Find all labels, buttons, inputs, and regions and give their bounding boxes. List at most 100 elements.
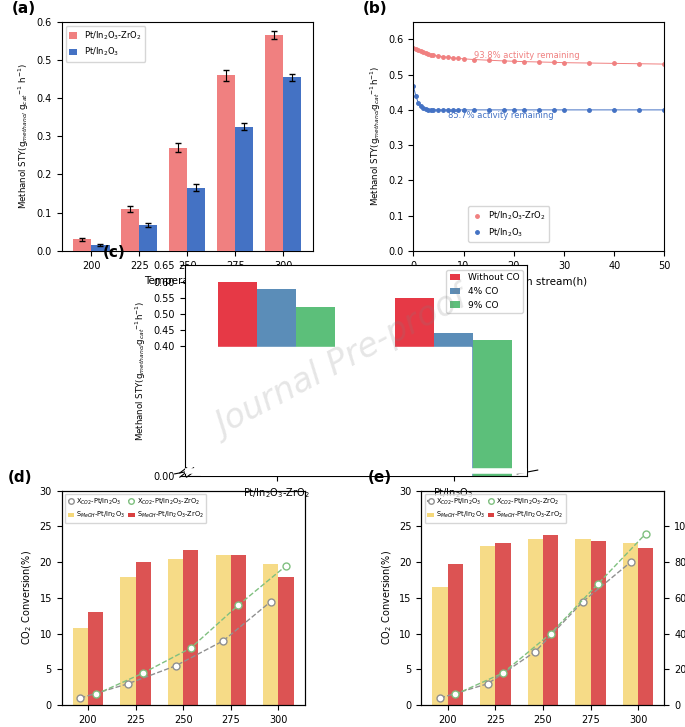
Pt/In$_2$O$_3$-ZrO$_2$ (484, 56, 493, 65)
Pt/In$_2$O$_3$ (469, 105, 477, 114)
Pt/In$_2$O$_3$-ZrO$_2$ (445, 53, 453, 62)
Pt/In$_2$O$_3$ (445, 105, 453, 114)
Pt/In$_2$O$_3$ (422, 105, 430, 113)
Bar (187, 188, 206, 251)
Pt/In$_2$O$_3$-ZrO$_2$ (660, 60, 669, 68)
Bar (278, 577, 294, 705)
Bar (480, 546, 495, 705)
Bar (73, 628, 88, 705)
Legend: Without CO, 4% CO, 9% CO: Without CO, 4% CO, 9% CO (446, 270, 523, 313)
Bar (590, 541, 606, 705)
Bar (495, 542, 510, 705)
Legend: Pt/In$_2$O$_3$-ZrO$_2$, Pt/In$_2$O$_3$: Pt/In$_2$O$_3$-ZrO$_2$, Pt/In$_2$O$_3$ (469, 206, 549, 242)
Bar (432, 587, 448, 705)
Pt/In$_2$O$_3$ (427, 105, 435, 114)
Bar (217, 76, 235, 251)
Pt/In$_2$O$_3$ (510, 105, 518, 114)
Text: 85.7% activity remaining: 85.7% activity remaining (449, 111, 554, 120)
Y-axis label: Methanol STY(g$_{methanol}$g$_{cat}$$^{-1}$h$^{-1}$): Methanol STY(g$_{methanol}$g$_{cat}$$^{-… (369, 66, 383, 206)
Bar (283, 77, 301, 251)
Bar (623, 542, 638, 705)
Pt/In$_2$O$_3$ (416, 102, 425, 111)
Pt/In$_2$O$_3$-ZrO$_2$ (429, 51, 438, 60)
Pt/In$_2$O$_3$-ZrO$_2$ (414, 46, 423, 55)
Pt/In$_2$O$_3$-ZrO$_2$ (454, 54, 462, 63)
Bar (265, 35, 283, 251)
Bar (169, 148, 187, 251)
Pt/In$_2$O$_3$-ZrO$_2$ (439, 52, 447, 61)
Bar (168, 558, 183, 705)
Pt/In$_2$O$_3$ (409, 81, 417, 90)
Pt/In$_2$O$_3$-ZrO$_2$ (422, 49, 430, 57)
Pt/In$_2$O$_3$-ZrO$_2$ (469, 55, 477, 64)
Y-axis label: Methanol STY(g$_{methanol}$g$_{cat}$$^{-1}$h$^{-1}$): Methanol STY(g$_{methanol}$g$_{cat}$$^{-… (134, 300, 148, 441)
Bar (543, 535, 558, 705)
Y-axis label: Methanol STY(g$_{methanol}$ g$_{cat}$$^{-1}$ h$^{-1}$): Methanol STY(g$_{methanol}$ g$_{cat}$$^{… (16, 63, 31, 209)
X-axis label: Time on stream(h): Time on stream(h) (491, 276, 587, 286)
Pt/In$_2$O$_3$-ZrO$_2$ (499, 57, 508, 65)
Bar (395, 299, 434, 476)
Bar (473, 340, 512, 476)
Pt/In$_2$O$_3$-ZrO$_2$ (412, 45, 420, 54)
Pt/In$_2$O$_3$-ZrO$_2$ (434, 52, 443, 60)
Legend: X$_{CO2}$-Pt/In$_2$O$_3$, S$_{MeOH}$-Pt/In$_2$O$_3$, X$_{CO2}$-Pt/In$_2$O$_3$-Zr: X$_{CO2}$-Pt/In$_2$O$_3$, S$_{MeOH}$-Pt/… (65, 494, 206, 523)
Pt/In$_2$O$_3$-ZrO$_2$ (550, 58, 558, 67)
Bar (257, 289, 296, 476)
Pt/In$_2$O$_3$ (560, 105, 568, 114)
Pt/In$_2$O$_3$ (660, 105, 669, 114)
Pt/In$_2$O$_3$ (520, 105, 528, 114)
Pt/In$_2$O$_3$-ZrO$_2$ (427, 50, 435, 59)
Pt/In$_2$O$_3$ (429, 105, 438, 114)
Text: 93.8% activity remaining: 93.8% activity remaining (473, 51, 580, 60)
Pt/In$_2$O$_3$ (439, 105, 447, 114)
Bar (231, 555, 246, 705)
Pt/In$_2$O$_3$ (610, 105, 619, 114)
Pt/In$_2$O$_3$ (434, 105, 443, 114)
Pt/In$_2$O$_3$ (424, 105, 432, 114)
Bar (121, 577, 136, 705)
Text: (d): (d) (8, 470, 33, 485)
Pt/In$_2$O$_3$-ZrO$_2$ (610, 59, 619, 68)
Pt/In$_2$O$_3$-ZrO$_2$ (409, 44, 417, 52)
Pt/In$_2$O$_3$ (635, 105, 643, 114)
Pt/In$_2$O$_3$ (460, 105, 468, 114)
Text: (a): (a) (12, 1, 36, 16)
Pt/In$_2$O$_3$-ZrO$_2$ (510, 57, 518, 65)
Pt/In$_2$O$_3$-ZrO$_2$ (460, 55, 468, 63)
Y-axis label: CO$_2$ Conversion(%): CO$_2$ Conversion(%) (21, 550, 34, 646)
Legend: Pt/In$_2$O$_3$-ZrO$_2$, Pt/In$_2$O$_3$: Pt/In$_2$O$_3$-ZrO$_2$, Pt/In$_2$O$_3$ (66, 26, 145, 62)
Pt/In$_2$O$_3$ (535, 105, 543, 114)
Pt/In$_2$O$_3$ (585, 105, 593, 114)
Bar (201, 348, 471, 475)
Pt/In$_2$O$_3$ (412, 92, 420, 100)
Bar (263, 564, 278, 705)
Legend: X$_{CO2}$-Pt/In$_2$O$_3$, S$_{MeOH}$-Pt/In$_2$O$_3$, X$_{CO2}$-Pt/In$_2$O$_3$-Zr: X$_{CO2}$-Pt/In$_2$O$_3$, S$_{MeOH}$-Pt/… (425, 494, 566, 523)
Pt/In$_2$O$_3$-ZrO$_2$ (424, 49, 432, 58)
Bar (235, 126, 253, 251)
Pt/In$_2$O$_3$ (449, 105, 458, 114)
Line: Pt/In$_2$O$_3$: Pt/In$_2$O$_3$ (412, 84, 667, 112)
Text: (b): (b) (363, 1, 388, 16)
Bar (183, 550, 199, 705)
Pt/In$_2$O$_3$-ZrO$_2$ (416, 47, 425, 56)
Line: Pt/In$_2$O$_3$-ZrO$_2$: Pt/In$_2$O$_3$-ZrO$_2$ (412, 47, 667, 66)
Pt/In$_2$O$_3$ (550, 105, 558, 114)
Pt/In$_2$O$_3$-ZrO$_2$ (419, 48, 427, 57)
Pt/In$_2$O$_3$ (484, 105, 493, 114)
Bar (139, 225, 158, 251)
Bar (527, 539, 543, 705)
Pt/In$_2$O$_3$-ZrO$_2$ (585, 59, 593, 68)
Bar (73, 239, 91, 251)
Text: Journal Pre-proof: Journal Pre-proof (211, 283, 474, 444)
Y-axis label: CO$_2$ Conversion(%): CO$_2$ Conversion(%) (380, 550, 394, 646)
Pt/In$_2$O$_3$-ZrO$_2$ (520, 57, 528, 66)
Pt/In$_2$O$_3$-ZrO$_2$ (635, 60, 643, 68)
Pt/In$_2$O$_3$ (499, 105, 508, 114)
Bar (638, 548, 653, 705)
Bar (219, 281, 257, 476)
Pt/In$_2$O$_3$ (454, 105, 462, 114)
Pt/In$_2$O$_3$ (419, 103, 427, 112)
X-axis label: Temperature(°C): Temperature(°C) (144, 276, 231, 286)
Bar (216, 555, 231, 705)
Text: (e): (e) (368, 470, 392, 485)
